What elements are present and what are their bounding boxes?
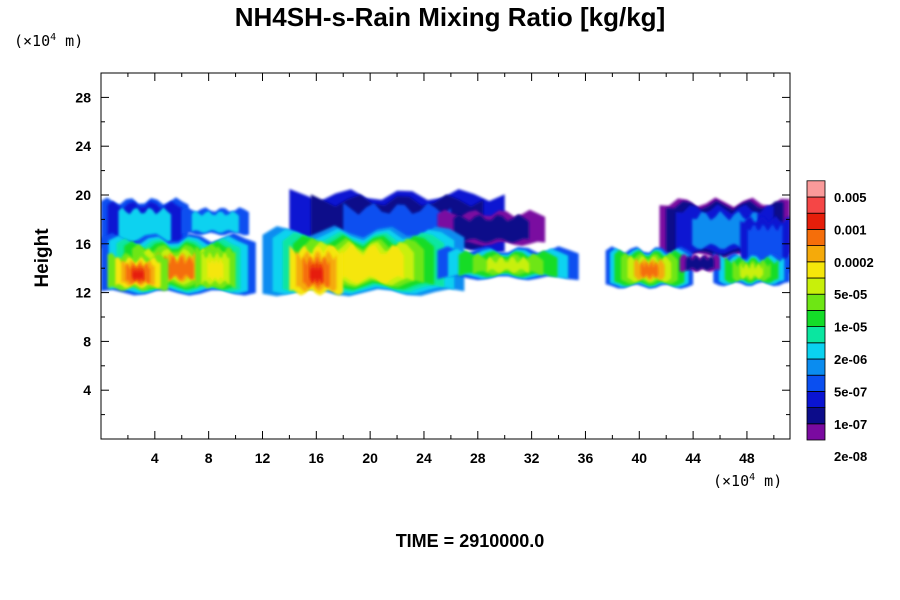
x-unit-label: (×104 m)	[713, 472, 783, 490]
field-contour	[162, 254, 194, 281]
x-tick-label: 28	[470, 450, 486, 466]
field-contour	[309, 261, 323, 285]
x-tick-label: 40	[631, 450, 647, 466]
x-tick-label: 24	[416, 450, 432, 466]
colorbar-label: 5e-05	[834, 287, 867, 302]
colorbar-swatch	[806, 342, 826, 360]
y-unit-label: (×104 m)	[14, 32, 84, 50]
y-axis: 4 8 12 16 20 24 28	[75, 89, 790, 416]
plot-frame	[100, 72, 791, 440]
colorbar-swatch	[806, 212, 826, 230]
x-tick-label: 16	[309, 450, 325, 466]
colorbar-swatch	[806, 293, 826, 311]
colorbar-label: 0.001	[834, 222, 867, 237]
y-tick-label: 8	[83, 333, 91, 349]
colorbar: 0.005 0.001 0.0002 5e-05 1e-05 2e-06 5e-07 1e-0…	[806, 180, 874, 464]
x-tick-label: 4	[151, 450, 159, 466]
time-label: TIME = 2910000.0	[395, 531, 545, 551]
y-tick-label: 12	[75, 285, 91, 301]
colorbar-label: 0.0002	[834, 255, 874, 270]
y-tick-label: 20	[75, 187, 91, 203]
y-tick-label: 28	[75, 89, 91, 105]
chart-title: NH4SH-s-Rain Mixing Ratio [kg/kg]	[234, 2, 666, 32]
x-tick-label: 44	[685, 450, 701, 466]
colorbar-swatch	[806, 358, 826, 376]
colorbar-label: 0.005	[834, 190, 867, 205]
y-tick-label: 24	[75, 138, 91, 154]
colorbar-swatch	[806, 277, 826, 295]
field-contour	[486, 256, 530, 274]
colorbar-label: 2e-08	[834, 449, 867, 464]
colorbar-swatch	[806, 196, 826, 214]
colorbar-swatch	[806, 423, 826, 441]
x-tick-label: 48	[739, 450, 755, 466]
x-axis: 4 8 12 16 20 24 28 32 36 40 44 48	[127, 73, 775, 466]
field-contour	[685, 255, 714, 271]
colorbar-swatch	[806, 309, 826, 327]
colorbar-swatch	[806, 326, 826, 344]
colorbar-label: 5e-07	[834, 384, 867, 399]
colorbar-swatch	[806, 180, 826, 198]
mixing-ratio-field	[101, 189, 790, 297]
colorbar-label: 2e-06	[834, 352, 867, 367]
field-contour	[132, 265, 145, 282]
colorbar-label: 1e-05	[834, 320, 867, 335]
x-tick-label: 36	[578, 450, 594, 466]
colorbar-swatch	[806, 390, 826, 408]
colorbar-swatch	[806, 228, 826, 246]
colorbar-swatch	[806, 261, 826, 279]
field-contour	[191, 210, 239, 233]
field-contour	[740, 262, 764, 280]
field-contour	[453, 214, 529, 243]
y-tick-label: 16	[75, 236, 91, 252]
x-tick-label: 8	[205, 450, 213, 466]
colorbar-swatch	[806, 374, 826, 392]
y-tick-label: 4	[83, 382, 91, 398]
colorbar-label: 1e-07	[834, 417, 867, 432]
x-tick-label: 32	[524, 450, 540, 466]
x-tick-label: 12	[255, 450, 271, 466]
field-contour	[640, 260, 659, 279]
x-tick-label: 20	[362, 450, 378, 466]
field-contour	[207, 257, 224, 281]
colorbar-swatch	[806, 407, 826, 425]
colorbar-swatch	[806, 245, 826, 263]
